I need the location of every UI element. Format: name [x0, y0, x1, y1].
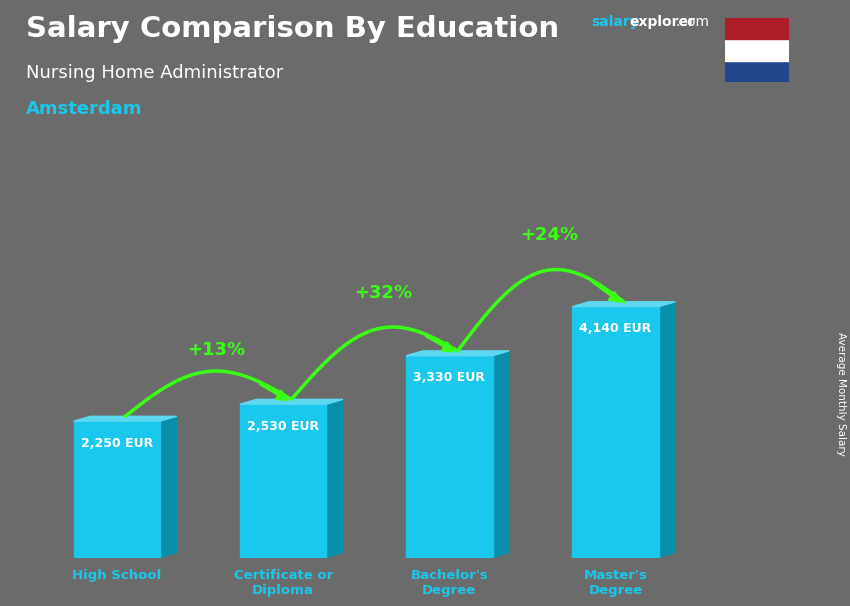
Text: .com: .com: [676, 15, 710, 29]
Text: 3,330 EUR: 3,330 EUR: [413, 371, 485, 384]
Bar: [725, 39, 789, 61]
Text: salary: salary: [591, 15, 638, 29]
Text: 2,250 EUR: 2,250 EUR: [81, 437, 153, 450]
Bar: [74, 421, 160, 558]
Text: Nursing Home Administrator: Nursing Home Administrator: [26, 64, 283, 82]
Text: +32%: +32%: [354, 284, 412, 302]
Bar: [406, 356, 493, 558]
Text: Salary Comparison By Education: Salary Comparison By Education: [26, 15, 558, 43]
Text: +13%: +13%: [188, 341, 246, 359]
Polygon shape: [74, 416, 177, 421]
Text: 4,140 EUR: 4,140 EUR: [580, 322, 652, 335]
Bar: [725, 18, 789, 39]
Polygon shape: [326, 399, 343, 558]
Text: Amsterdam: Amsterdam: [26, 100, 142, 118]
Polygon shape: [406, 351, 509, 356]
Polygon shape: [572, 302, 676, 307]
Text: Average Monthly Salary: Average Monthly Salary: [836, 332, 846, 456]
Polygon shape: [160, 416, 177, 558]
Polygon shape: [240, 399, 343, 404]
Bar: [725, 61, 789, 82]
Text: 2,530 EUR: 2,530 EUR: [247, 420, 320, 433]
Polygon shape: [659, 302, 676, 558]
Bar: [572, 307, 659, 558]
Text: +24%: +24%: [520, 225, 578, 244]
Polygon shape: [493, 351, 509, 558]
Text: explorer: explorer: [630, 15, 695, 29]
Bar: [240, 404, 326, 558]
